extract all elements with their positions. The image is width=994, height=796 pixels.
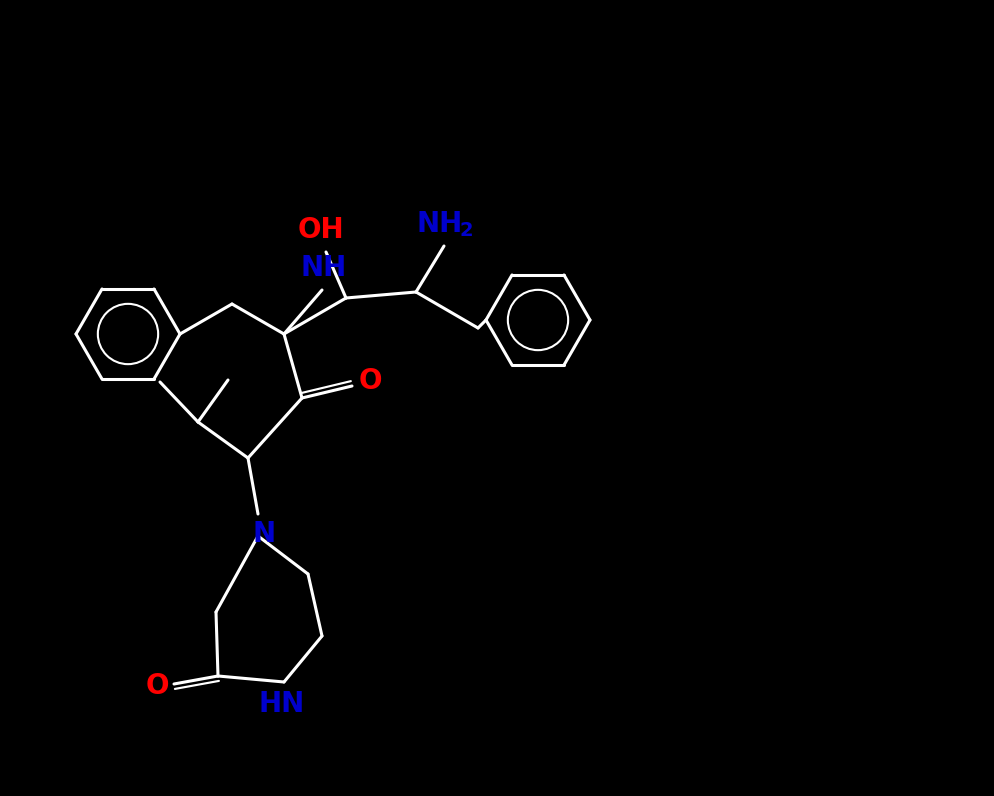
Text: N: N bbox=[252, 520, 275, 548]
Text: NH: NH bbox=[301, 254, 347, 282]
Text: O: O bbox=[358, 367, 382, 395]
Text: NH: NH bbox=[416, 210, 463, 238]
Text: OH: OH bbox=[297, 216, 344, 244]
Text: O: O bbox=[145, 672, 169, 700]
Text: 2: 2 bbox=[459, 221, 473, 240]
Text: HN: HN bbox=[258, 690, 305, 718]
